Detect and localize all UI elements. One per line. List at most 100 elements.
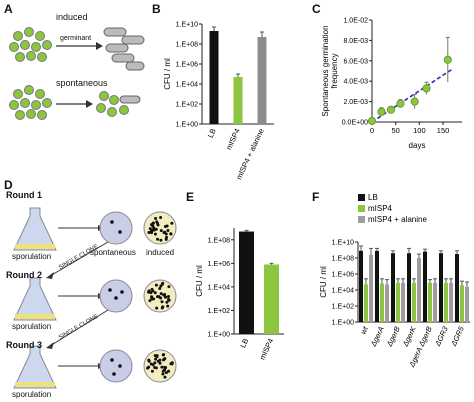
induced-colony xyxy=(147,230,151,234)
x-tick-label: ΔGR5 xyxy=(449,324,467,348)
bar xyxy=(439,253,443,322)
induced-colony xyxy=(150,369,154,373)
induced-colony xyxy=(164,295,168,299)
induced-colony xyxy=(167,369,171,373)
legend-swatch xyxy=(358,205,365,212)
panel-c-letter: C xyxy=(312,2,321,16)
x-tick-label: 0 xyxy=(370,126,374,135)
data-point xyxy=(396,99,405,108)
bar xyxy=(449,282,453,322)
legend-label: mISP4 + alanine xyxy=(368,215,427,224)
induced-colony xyxy=(153,361,157,365)
y-tick-label: 6.0E-03 xyxy=(343,58,368,65)
bar xyxy=(455,254,459,322)
x-tick-label: ΔGR3 xyxy=(433,324,451,348)
panel-f-letter: F xyxy=(312,190,320,204)
y-tick-label: 2.0E-03 xyxy=(343,99,368,106)
round-2-row xyxy=(13,241,177,321)
legend-label: mISP4 xyxy=(368,204,393,213)
bar xyxy=(417,258,421,322)
induced-colony xyxy=(164,232,168,236)
y-tick-label: 1.E+04 xyxy=(208,284,230,291)
induced-colony xyxy=(159,238,163,242)
induced-colony xyxy=(161,369,165,373)
y-tick-label: 1.E+02 xyxy=(332,304,354,311)
induced-plate-label: induced xyxy=(146,248,175,257)
induced-colony xyxy=(163,357,167,361)
induced-colony xyxy=(158,361,162,365)
x-tick-label: 150 xyxy=(437,126,450,135)
induced-colony xyxy=(155,354,159,358)
y-tick-label: 1.E+08 xyxy=(332,256,354,263)
induced-colony xyxy=(154,217,158,221)
induced-colony xyxy=(163,292,167,296)
x-tick-label: mISP4 xyxy=(258,337,276,361)
bar xyxy=(407,253,411,322)
y-tick-label: 1.0E-02 xyxy=(343,18,368,25)
spore-cluster-spontaneous xyxy=(9,85,52,120)
x-tick-label: ΔgerA xyxy=(368,325,385,349)
induced-colony xyxy=(154,366,158,370)
bar xyxy=(380,283,384,322)
panel-c-chart: 0.0E+00 2.0E-03 4.0E-03 6.0E-03 8.0E-03 1.0E-… xyxy=(321,18,462,150)
panel-f-chart: 1.E+00 1.E+02 1.E+04 1.E+06 1.E+08 1.E+10 CFU … xyxy=(319,193,470,369)
bar xyxy=(359,250,363,322)
induced-colony xyxy=(151,224,155,228)
x-tick-label: LB xyxy=(238,337,250,349)
legend-swatch xyxy=(358,216,365,223)
round-2-label: Round 2 xyxy=(6,270,42,280)
y-axis-label: CFU / ml xyxy=(163,58,172,90)
induced-plate-1 xyxy=(143,211,177,245)
y-tick-label: 1.E+10 xyxy=(332,240,354,247)
spontaneous-plate-3 xyxy=(99,349,133,383)
y-tick-label: 1.E+02 xyxy=(208,308,230,315)
induced-colony xyxy=(150,229,154,233)
x-tick-label: 50 xyxy=(392,126,400,135)
round-1-label: Round 1 xyxy=(6,190,42,200)
bar xyxy=(428,282,432,322)
x-tick-label: 100 xyxy=(413,126,426,135)
induced-colony xyxy=(148,299,152,303)
induced-colony xyxy=(149,362,153,366)
y-tick-label: 1.E+08 xyxy=(208,237,230,244)
induced-colony xyxy=(149,291,153,295)
panel-e-chart: 1.E+00 1.E+02 1.E+04 1.E+06 1.E+08 CFU / ml LB… xyxy=(195,228,284,361)
data-point xyxy=(386,105,396,114)
induced-colony xyxy=(150,296,154,300)
bar xyxy=(401,282,405,322)
data-point xyxy=(377,107,386,116)
bar xyxy=(444,282,448,322)
panel-b-chart: 1.E+00 1.E+02 1.E+04 1.E+06 1.E+08 1.E+10 CFU … xyxy=(163,22,274,180)
bar xyxy=(465,286,469,322)
induced-colony xyxy=(167,298,171,302)
spontaneous-plate-label: spontaneous xyxy=(90,248,136,257)
y-axis-label-line1: Spontaneous germination xyxy=(321,25,330,116)
panel-b-letter: B xyxy=(152,2,161,16)
induced-colony xyxy=(165,300,169,304)
induced-colony xyxy=(154,283,158,287)
y-tick-label: 1.E+02 xyxy=(176,102,198,109)
induced-colony xyxy=(166,294,170,298)
y-tick-label: 1.E+06 xyxy=(332,272,354,279)
induced-colony xyxy=(159,292,163,296)
induced-colony xyxy=(162,231,166,235)
sporulation-label-1: sporulation xyxy=(12,252,52,261)
legend-label: LB xyxy=(368,193,378,202)
legend-swatch xyxy=(358,194,365,201)
bar xyxy=(364,284,368,322)
x-tick-label: mISP4 xyxy=(224,127,242,151)
induced-colony xyxy=(169,232,173,236)
x-axis-label: days xyxy=(409,141,426,150)
y-axis-label-line2: frequency xyxy=(330,53,339,88)
induced-colony xyxy=(151,289,155,293)
bar xyxy=(396,282,400,322)
y-tick-label: 1.E+06 xyxy=(208,261,230,268)
y-tick-label: 0.0E+00 xyxy=(342,120,368,127)
y-tick-label: 1.E+00 xyxy=(176,122,198,129)
bar xyxy=(460,285,464,322)
y-axis-label: CFU / ml xyxy=(319,266,328,298)
induced-colony xyxy=(164,366,168,370)
panel-a-letter: A xyxy=(4,2,13,16)
induced-colony xyxy=(163,375,167,379)
panel-a-schematic xyxy=(9,27,145,120)
